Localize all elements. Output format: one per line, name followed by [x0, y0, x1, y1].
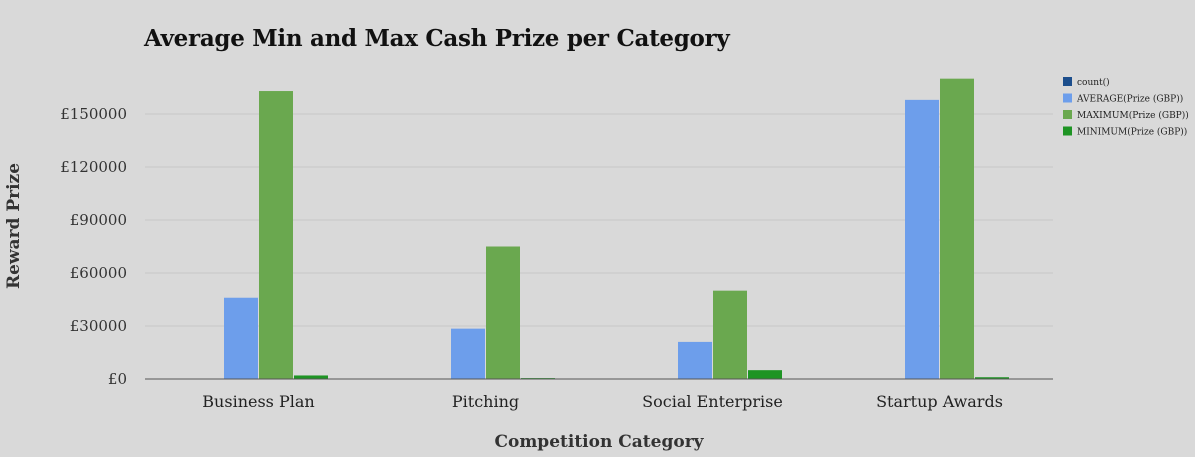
- x-category-label: Pitching: [452, 392, 519, 411]
- legend-swatch: [1063, 93, 1072, 103]
- y-axis-title: Reward Prize: [4, 163, 24, 289]
- legend-label: AVERAGE(Prize (GBP)): [1076, 94, 1183, 105]
- bar-social-enterprise-series-3[interactable]: [748, 370, 782, 379]
- legend[interactable]: count() AVERAGE(Prize (GBP)) MAXIMUM(Prize…: [1063, 77, 1189, 138]
- x-axis-categories: Business Plan Pitching Social Enterprise St…: [202, 392, 1003, 411]
- gridlines: [145, 113, 1053, 327]
- legend-swatch: [1063, 126, 1072, 136]
- x-axis-title: Competition Category: [494, 432, 704, 452]
- chart-title: Average Min and Max Cash Prize per Categ…: [144, 25, 730, 52]
- bar-business-plan-series-3[interactable]: [294, 375, 328, 379]
- legend-item[interactable]: AVERAGE(Prize (GBP)): [1063, 93, 1183, 105]
- legend-swatch: [1063, 110, 1072, 119]
- bar-startup-awards-series-1[interactable]: [905, 99, 939, 379]
- legend-label: MINIMUM(Prize (GBP)): [1077, 127, 1187, 138]
- y-tick-label: £0: [108, 370, 127, 388]
- legend-item[interactable]: count(): [1063, 77, 1110, 88]
- x-category-label: Startup Awards: [876, 392, 1003, 411]
- y-tick-label: £120000: [60, 158, 127, 176]
- y-tick-label: £60000: [70, 264, 127, 282]
- y-tick-label: £90000: [70, 211, 127, 229]
- legend-item[interactable]: MAXIMUM(Prize (GBP)): [1063, 110, 1189, 121]
- bar-business-plan-series-2[interactable]: [259, 91, 293, 380]
- y-tick-label: £150000: [60, 105, 127, 123]
- legend-swatch: [1063, 77, 1072, 86]
- y-tick-label: £30000: [70, 317, 127, 335]
- bar-startup-awards-series-2[interactable]: [940, 78, 974, 380]
- bar-social-enterprise-series-1[interactable]: [678, 341, 712, 379]
- x-category-label: Business Plan: [202, 392, 314, 411]
- legend-item[interactable]: MINIMUM(Prize (GBP)): [1063, 126, 1187, 138]
- bar-business-plan-series-1[interactable]: [224, 297, 258, 379]
- bars: [224, 78, 1009, 380]
- bar-pitching-series-1[interactable]: [451, 328, 485, 379]
- bar-startup-awards-series-3[interactable]: [975, 377, 1009, 379]
- x-category-label: Social Enterprise: [642, 392, 783, 411]
- legend-label: count(): [1077, 77, 1110, 88]
- bar-pitching-series-2[interactable]: [486, 246, 520, 380]
- y-axis-ticks: £0 £30000 £60000 £90000 £120000 £150000: [60, 105, 127, 388]
- bar-social-enterprise-series-2[interactable]: [713, 290, 747, 379]
- legend-label: MAXIMUM(Prize (GBP)): [1077, 110, 1189, 121]
